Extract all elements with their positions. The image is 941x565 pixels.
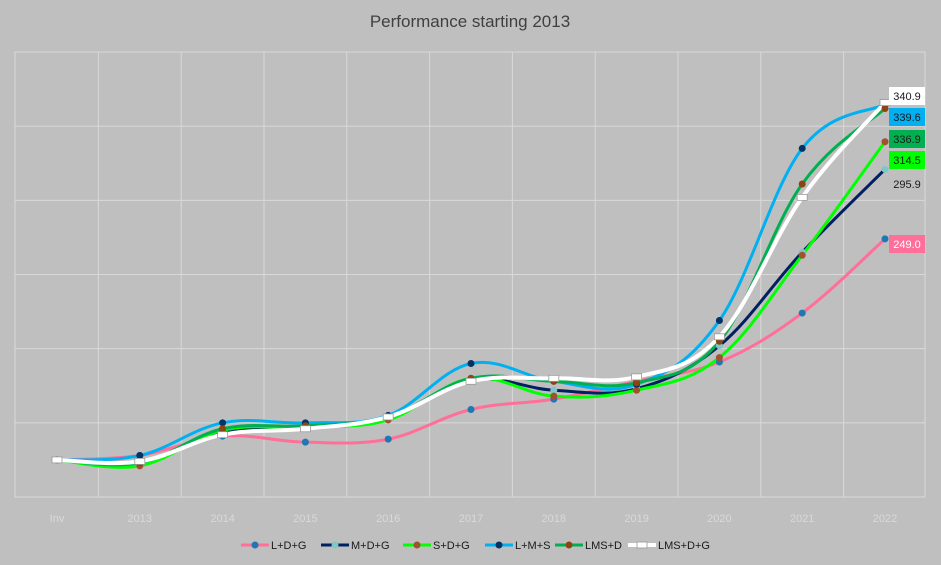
end-value-label: 340.9 bbox=[893, 91, 921, 103]
data-point-marker bbox=[714, 333, 725, 341]
data-point-marker bbox=[798, 144, 806, 152]
data-point-marker bbox=[217, 431, 229, 439]
series-line-L+M+S bbox=[55, 103, 887, 462]
data-point-marker bbox=[219, 425, 227, 433]
legend-label: S+D+G bbox=[433, 540, 470, 552]
x-tick-label: 2020 bbox=[707, 513, 731, 525]
data-point-marker bbox=[796, 193, 808, 201]
data-point-marker bbox=[467, 405, 475, 413]
data-point-marker bbox=[633, 386, 641, 394]
x-tick-label: 2015 bbox=[293, 513, 317, 525]
data-point-marker bbox=[715, 354, 723, 362]
data-point-marker bbox=[219, 419, 227, 427]
end-value-label: 314.5 bbox=[893, 155, 921, 167]
data-point-marker bbox=[798, 251, 806, 259]
x-tick-label: 2014 bbox=[210, 513, 234, 525]
data-point-marker bbox=[879, 99, 891, 106]
data-point-marker bbox=[136, 451, 144, 459]
end-value-label: 336.9 bbox=[893, 134, 921, 146]
end-value-label: 339.6 bbox=[893, 112, 921, 124]
data-point-marker bbox=[798, 309, 806, 317]
legend-marker bbox=[636, 541, 648, 549]
data-point-marker bbox=[550, 392, 558, 400]
data-point-marker bbox=[881, 105, 889, 113]
x-tick-label: 2018 bbox=[542, 513, 566, 525]
data-point-marker bbox=[881, 235, 889, 243]
data-point-marker bbox=[51, 456, 63, 464]
legend-label: LMS+D+G bbox=[658, 540, 710, 552]
end-value-label-box bbox=[889, 235, 925, 253]
x-tick-label: 2016 bbox=[376, 513, 400, 525]
data-point-marker bbox=[550, 386, 558, 394]
data-point-marker bbox=[301, 438, 309, 446]
data-point-marker bbox=[134, 457, 146, 465]
legend-marker bbox=[413, 541, 421, 549]
x-tick-label: 2022 bbox=[873, 513, 897, 525]
legend-marker bbox=[495, 541, 503, 549]
end-value-label-box bbox=[889, 151, 925, 169]
x-tick-label: 2019 bbox=[624, 513, 648, 525]
data-point-marker bbox=[467, 360, 475, 367]
end-value-label-box bbox=[889, 108, 925, 126]
x-tick-label: 2021 bbox=[790, 513, 814, 525]
end-value-label: 249.0 bbox=[893, 239, 921, 251]
data-point-marker bbox=[798, 180, 806, 188]
x-tick-label: Inv bbox=[50, 513, 65, 525]
data-point-marker bbox=[384, 435, 392, 443]
data-point-marker bbox=[715, 316, 723, 324]
legend-marker bbox=[565, 541, 573, 549]
x-tick-label: 2013 bbox=[128, 513, 152, 525]
data-point-marker bbox=[548, 374, 560, 382]
legend-marker bbox=[331, 541, 339, 549]
data-point-marker bbox=[465, 377, 477, 385]
data-point-marker bbox=[382, 413, 394, 421]
x-tick-label: 2017 bbox=[459, 513, 483, 525]
end-value-label-box bbox=[889, 87, 925, 105]
data-point-marker bbox=[299, 425, 311, 433]
data-point-marker bbox=[881, 138, 889, 146]
series-line-LMS+D bbox=[55, 107, 887, 467]
data-point-marker bbox=[631, 373, 642, 381]
legend-marker bbox=[251, 541, 259, 549]
legend-label: LMS+D bbox=[585, 540, 622, 552]
data-point-marker bbox=[881, 165, 889, 173]
series-line-LMS+D+G bbox=[55, 100, 887, 466]
legend-label: L+M+S bbox=[515, 540, 550, 552]
data-point-marker bbox=[633, 379, 641, 387]
legend-label: M+D+G bbox=[351, 540, 390, 552]
legend-label: L+D+G bbox=[271, 540, 306, 552]
end-value-label-box bbox=[889, 130, 925, 148]
chart-title: Performance starting 2013 bbox=[370, 12, 570, 31]
end-value-label: 295.9 bbox=[893, 179, 921, 191]
